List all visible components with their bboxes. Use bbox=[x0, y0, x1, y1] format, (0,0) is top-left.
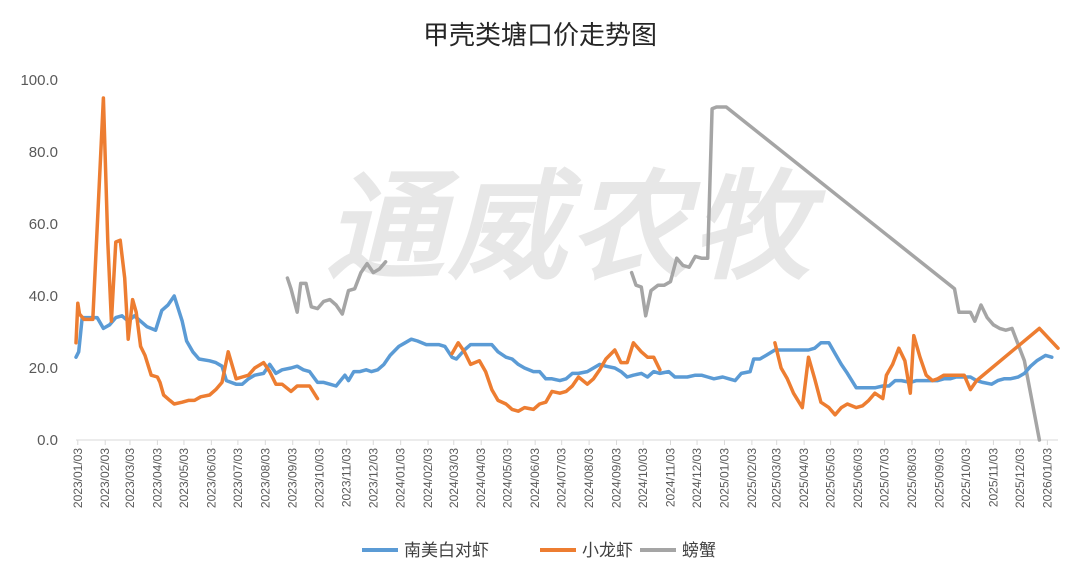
legend: 南美白对虾 小龙虾 螃蟹 bbox=[362, 541, 716, 561]
x-tick-label: 2023/12/03 bbox=[366, 448, 380, 508]
x-tick-label: 2025/02/03 bbox=[745, 448, 759, 508]
x-tick-label: 2024/09/03 bbox=[610, 448, 624, 508]
series-line-1 bbox=[74, 96, 320, 406]
x-tick-label: 2025/07/03 bbox=[878, 448, 892, 508]
x-tick-label: 2024/10/03 bbox=[636, 448, 650, 508]
x-tick-label: 2023/07/03 bbox=[231, 448, 245, 508]
x-tick-label: 2023/10/03 bbox=[312, 448, 326, 508]
x-tick-label: 2023/05/03 bbox=[177, 448, 191, 508]
legend-label: 螃蟹 bbox=[682, 541, 716, 561]
x-tick-label: 2023/04/03 bbox=[150, 448, 164, 508]
x-tick-label: 2025/01/03 bbox=[717, 448, 731, 508]
y-tick-label: 80.0 bbox=[29, 144, 58, 161]
watermark-text: 通威农牧 bbox=[326, 158, 826, 296]
x-tick-label: 2024/08/03 bbox=[582, 448, 596, 508]
x-tick-label: 2024/05/03 bbox=[501, 448, 515, 508]
series-line-2 bbox=[285, 260, 388, 316]
x-tick-label: 2023/01/03 bbox=[71, 448, 85, 508]
x-tick-label: 2025/06/03 bbox=[851, 448, 865, 508]
legend-label: 南美白对虾 bbox=[404, 541, 489, 561]
x-tick-label: 2024/03/03 bbox=[447, 448, 461, 508]
y-axis: 0.0 20.0 40.0 60.0 80.0 100.0 bbox=[20, 72, 58, 449]
x-tick-label: 2024/06/03 bbox=[528, 448, 542, 508]
x-tick-label: 2025/03/03 bbox=[770, 448, 784, 508]
y-tick-label: 20.0 bbox=[29, 360, 58, 377]
y-tick-label: 0.0 bbox=[37, 432, 58, 449]
series-line-2 bbox=[629, 105, 1042, 442]
y-tick-label: 100.0 bbox=[20, 72, 58, 89]
x-tick-label: 2024/04/03 bbox=[474, 448, 488, 508]
x-tick-label: 2023/06/03 bbox=[204, 448, 218, 508]
x-tick-label: 2024/12/03 bbox=[690, 448, 704, 508]
x-tick-label: 2023/02/03 bbox=[98, 448, 112, 508]
x-tick-label: 2024/02/03 bbox=[421, 448, 435, 508]
x-tick-label: 2025/09/03 bbox=[932, 448, 946, 508]
x-tick-label: 2025/11/03 bbox=[986, 448, 1000, 507]
x-tick-label: 2024/01/03 bbox=[394, 448, 408, 508]
x-tick-label: 2025/04/03 bbox=[797, 448, 811, 508]
series-line-1 bbox=[450, 341, 662, 413]
x-tick-label: 2025/12/03 bbox=[1013, 448, 1027, 508]
x-tick-label: 2025/08/03 bbox=[905, 448, 919, 508]
x-tick-label: 2024/11/03 bbox=[664, 448, 678, 507]
x-tick-label: 2026/01/03 bbox=[1040, 448, 1054, 508]
series-line-1 bbox=[773, 326, 1060, 417]
x-tick-label: 2023/11/03 bbox=[340, 448, 354, 507]
x-tick-label: 2025/10/03 bbox=[959, 448, 973, 508]
chart-title: 甲壳类塘口价走势图 bbox=[423, 21, 657, 51]
x-tick-label: 2023/09/03 bbox=[286, 448, 300, 508]
series-layer bbox=[74, 96, 1060, 442]
x-axis: 2023/01/03 2023/02/03 2023/03/03 2023/04/03… bbox=[71, 440, 1054, 508]
x-tick-label: 2024/07/03 bbox=[555, 448, 569, 508]
legend-label: 小龙虾 bbox=[582, 541, 633, 561]
x-tick-label: 2025/05/03 bbox=[824, 448, 838, 508]
y-tick-label: 40.0 bbox=[29, 288, 58, 305]
x-tick-label: 2023/03/03 bbox=[123, 448, 137, 508]
x-tick-label: 2023/08/03 bbox=[258, 448, 272, 508]
y-tick-label: 60.0 bbox=[29, 216, 58, 233]
